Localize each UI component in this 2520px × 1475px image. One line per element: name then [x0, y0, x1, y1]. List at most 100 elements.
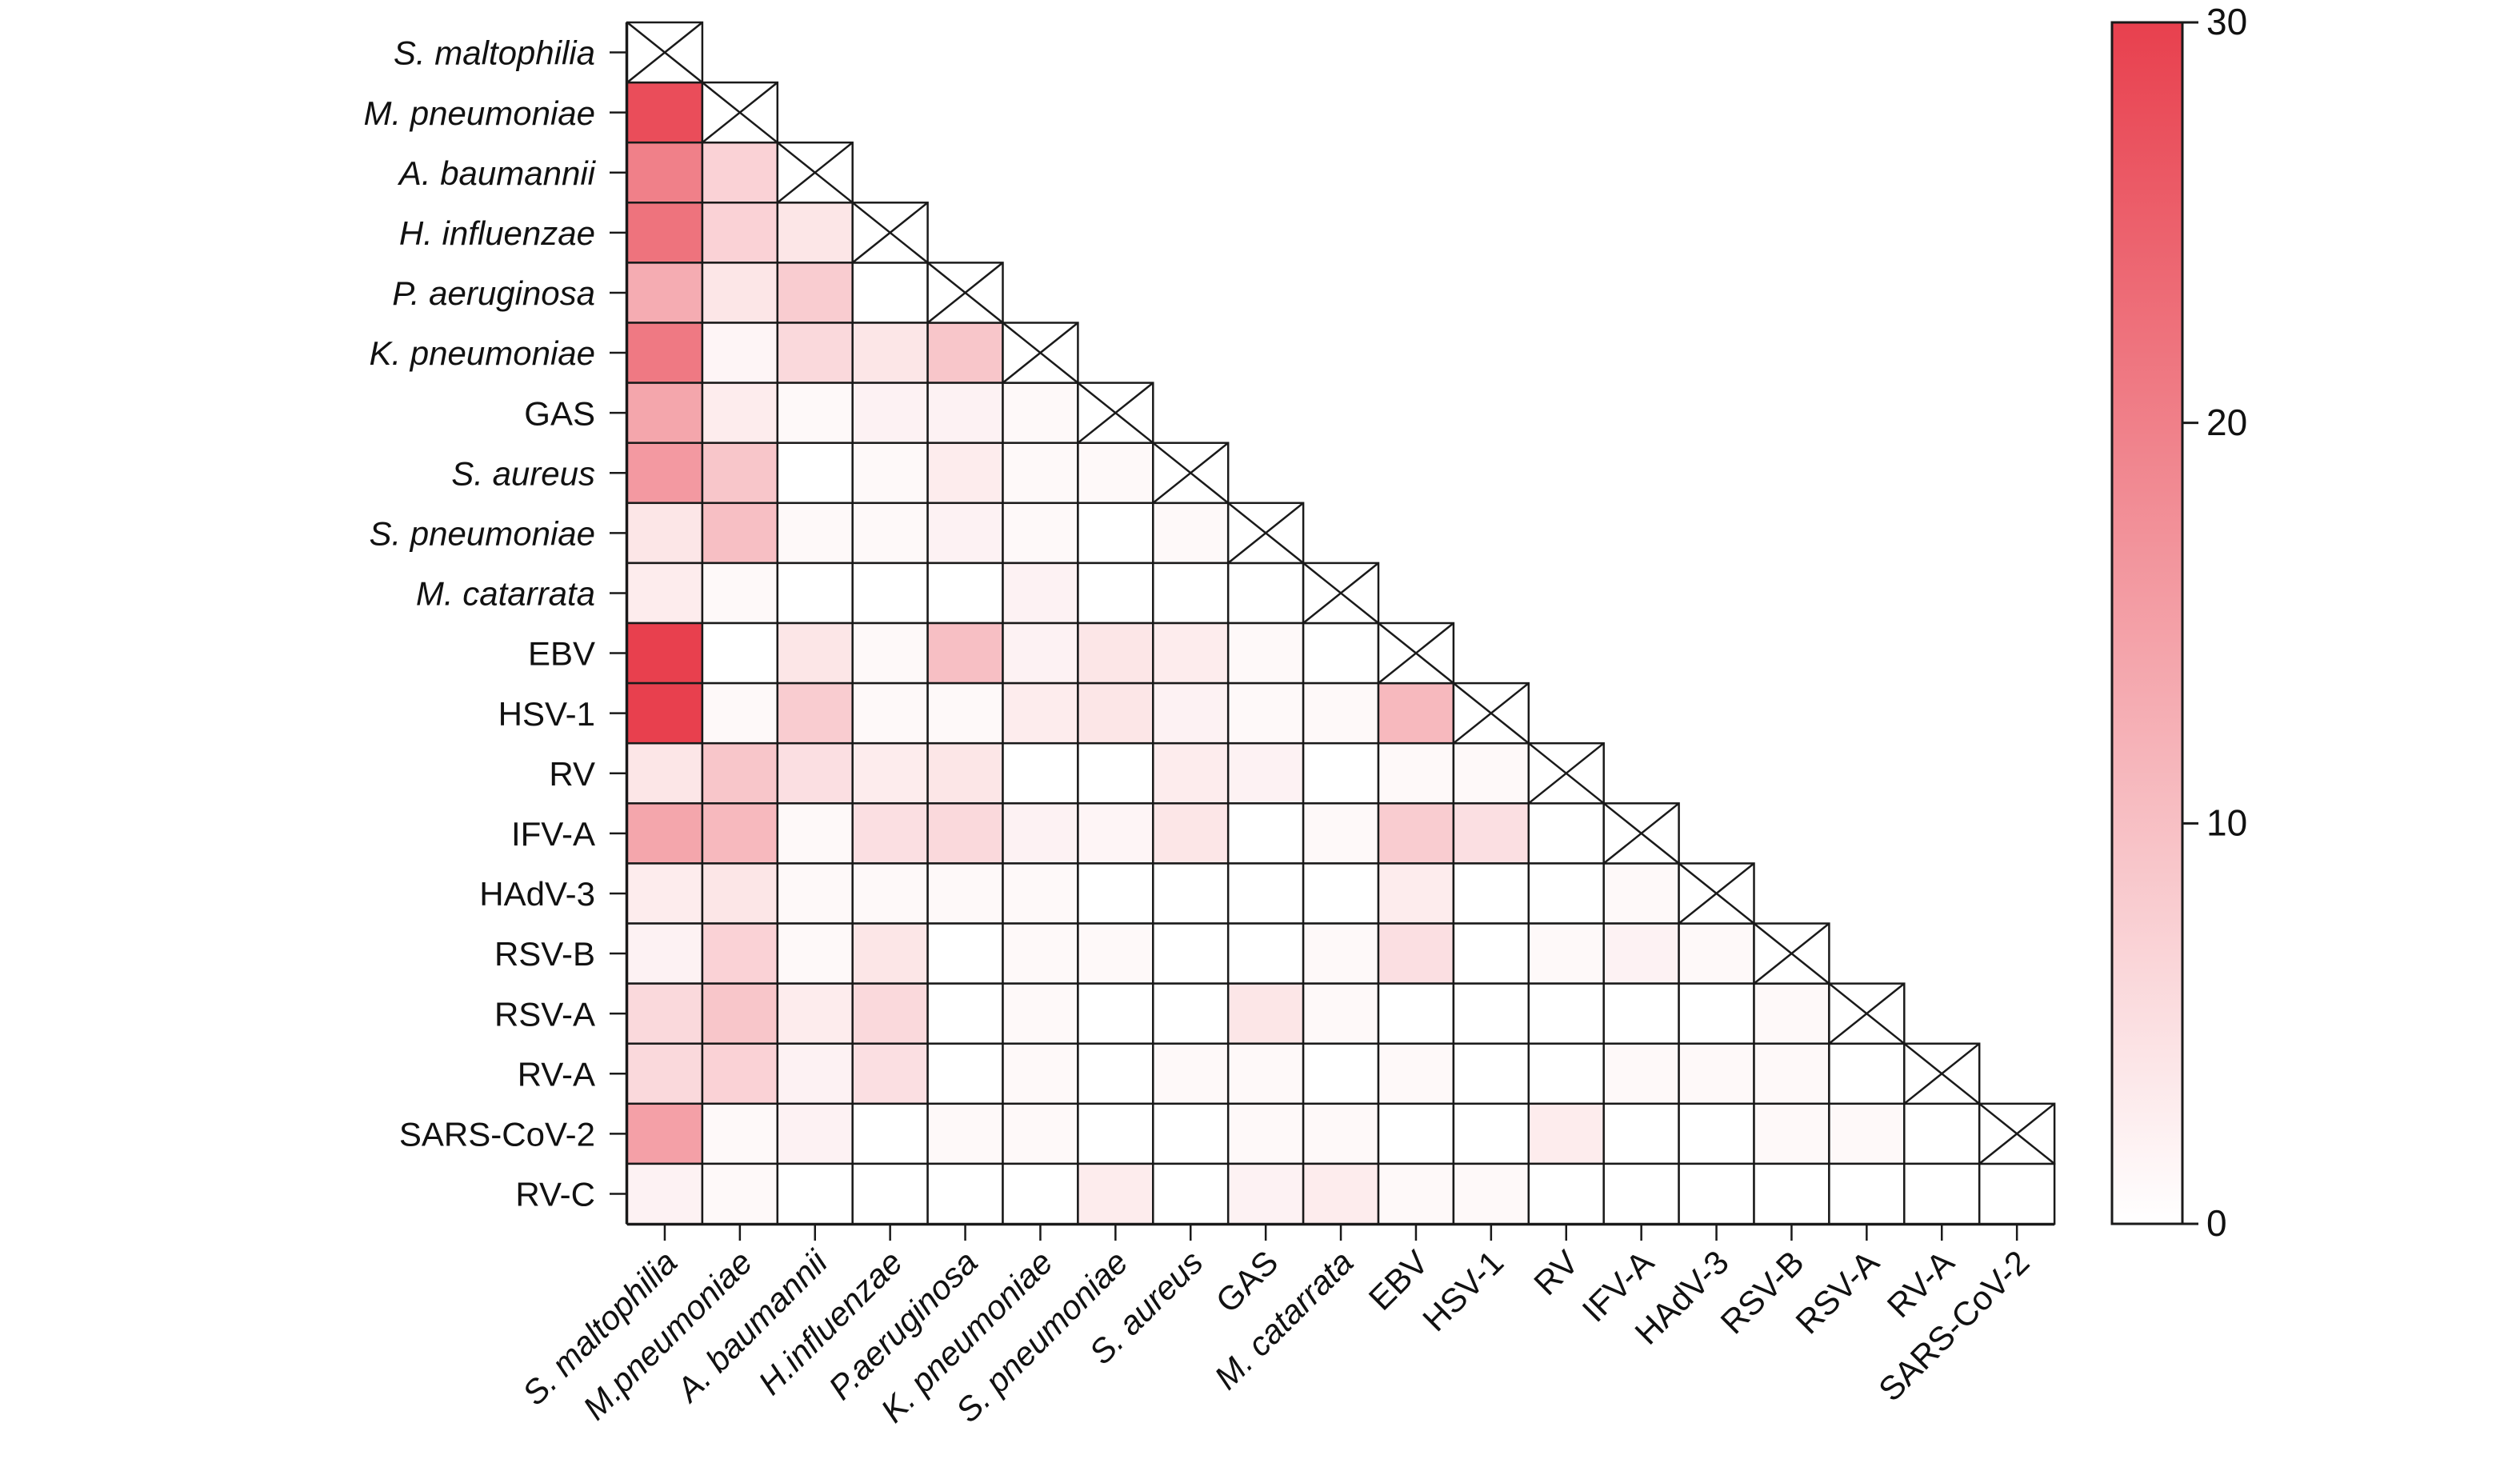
- cell-rsv-a-x-hsv-1: [1452, 982, 1530, 1045]
- cell-sars-cov-2-x-hadv-3: [1678, 1102, 1755, 1165]
- cell-rv-c-x-s-pneumoniae: [1077, 1162, 1154, 1225]
- diagonal-marker-gas: [1226, 502, 1305, 565]
- cell-rv-c-x-rsv-b: [1753, 1162, 1830, 1225]
- cell-rv-c-x-a-baumannii: [776, 1162, 854, 1225]
- cell-rv-a-x-m-catarrata: [1302, 1042, 1380, 1105]
- cell-m-catarrata-x-k-pneumoniae: [1002, 562, 1079, 625]
- cell-sars-cov-2-x-s-maltophilia: [626, 1102, 704, 1165]
- cell-sars-cov-2-x-m-catarrata: [1302, 1102, 1380, 1165]
- cell-sars-cov-2-x-ifv-a: [1602, 1102, 1680, 1165]
- cell-s-pneumoniae-x-s-aureus: [1152, 502, 1230, 565]
- cell-ifv-a-x-s-pneumoniae: [1077, 802, 1154, 865]
- cell-ifv-a-x-m-pneumoniae: [701, 802, 779, 865]
- cell-h-influenzae-x-a-baumannii: [776, 202, 854, 264]
- diagonal-marker-hsv-1: [1452, 682, 1530, 745]
- cell-rv-c-x-m-pneumoniae: [701, 1162, 779, 1225]
- cell-hadv-3-x-ebv: [1377, 862, 1455, 925]
- row-label: GAS: [524, 394, 595, 432]
- cell-rsv-a-x-h-influenzae: [851, 982, 929, 1045]
- cell-rsv-b-x-rv: [1527, 922, 1605, 985]
- cell-hadv-3-x-h-influenzae: [851, 862, 929, 925]
- row-label: SARS-CoV-2: [399, 1115, 595, 1153]
- cell-p-aeruginosa-x-h-influenzae: [851, 262, 929, 324]
- cell-ebv-x-a-baumannii: [776, 622, 854, 685]
- cell-hadv-3-x-rv: [1527, 862, 1605, 925]
- cell-rsv-b-x-s-maltophilia: [626, 922, 704, 985]
- cell-gas-x-m-pneumoniae: [701, 382, 779, 444]
- cell-rv-a-x-s-aureus: [1152, 1042, 1230, 1105]
- cell-s-aureus-x-a-baumannii: [776, 442, 854, 505]
- cell-s-aureus-x-s-maltophilia: [626, 442, 704, 505]
- cell-hsv-1-x-s-pneumoniae: [1077, 682, 1154, 745]
- cell-rv-a-x-h-influenzae: [851, 1042, 929, 1105]
- diagonal-marker-s-maltophilia: [626, 21, 704, 84]
- cell-k-pneumoniae-x-m-pneumoniae: [701, 322, 779, 384]
- cell-hsv-1-x-a-baumannii: [776, 682, 854, 745]
- cell-rv-c-x-hsv-1: [1452, 1162, 1530, 1225]
- cell-rv-c-x-rv: [1527, 1162, 1605, 1225]
- cell-sars-cov-2-x-rv: [1527, 1102, 1605, 1165]
- cell-ifv-a-x-m-catarrata: [1302, 802, 1380, 865]
- colorbar: 0 10 20 30: [2110, 1, 2247, 1244]
- cell-rsv-a-x-ifv-a: [1602, 982, 1680, 1045]
- row-label: RV-C: [515, 1176, 595, 1213]
- cell-gas-x-a-baumannii: [776, 382, 854, 444]
- cell-hsv-1-x-k-pneumoniae: [1002, 682, 1079, 745]
- cell-rsv-b-x-s-pneumoniae: [1077, 922, 1154, 985]
- diagonal-marker-ebv: [1377, 622, 1455, 685]
- cell-m-catarrata-x-gas: [1226, 562, 1305, 625]
- cell-sars-cov-2-x-h-influenzae: [851, 1102, 929, 1165]
- cell-hadv-3-x-s-maltophilia: [626, 862, 704, 925]
- colorbar-tick-label: 30: [2206, 1, 2247, 42]
- cell-rv-a-x-rsv-a: [1828, 1042, 1906, 1105]
- cell-rsv-a-x-rv: [1527, 982, 1605, 1045]
- cell-sars-cov-2-x-ebv: [1377, 1102, 1455, 1165]
- cell-h-influenzae-x-m-pneumoniae: [701, 202, 779, 264]
- cell-gas-x-s-maltophilia: [626, 382, 704, 444]
- row-label: S. maltophilia: [394, 34, 595, 72]
- diagonal-marker-m-catarrata: [1302, 562, 1380, 625]
- cell-sars-cov-2-x-rv-a: [1903, 1102, 1981, 1165]
- colorbar-gradient: [2110, 21, 2184, 1225]
- cell-sars-cov-2-x-s-aureus: [1152, 1102, 1230, 1165]
- cell-rv-x-s-pneumoniae: [1077, 741, 1154, 805]
- diagonal-marker-hadv-3: [1678, 862, 1755, 925]
- cell-m-catarrata-x-h-influenzae: [851, 562, 929, 625]
- cell-ebv-x-s-maltophilia: [626, 622, 704, 685]
- cell-hsv-1-x-h-influenzae: [851, 682, 929, 745]
- diagonal-marker-k-pneumoniae: [1002, 322, 1079, 384]
- cell-rv-a-x-rv: [1527, 1042, 1605, 1105]
- diagonal-marker-ifv-a: [1602, 802, 1680, 865]
- cell-m-catarrata-x-p-aeruginosa: [926, 562, 1004, 625]
- row-label: HAdV-3: [479, 875, 595, 913]
- diagonal-marker-rsv-b: [1753, 922, 1830, 985]
- cell-s-pneumoniae-x-h-influenzae: [851, 502, 929, 565]
- cell-ebv-x-k-pneumoniae: [1002, 622, 1079, 685]
- cell-hsv-1-x-s-aureus: [1152, 682, 1230, 745]
- cell-s-aureus-x-h-influenzae: [851, 442, 929, 505]
- cell-s-pneumoniae-x-k-pneumoniae: [1002, 502, 1079, 565]
- cell-ifv-a-x-h-influenzae: [851, 802, 929, 865]
- cell-rv-c-x-rv-a: [1903, 1162, 1981, 1225]
- cell-ifv-a-x-s-maltophilia: [626, 802, 704, 865]
- cell-m-catarrata-x-s-maltophilia: [626, 562, 704, 625]
- cell-rv-c-x-s-maltophilia: [626, 1162, 704, 1225]
- cell-ebv-x-gas: [1226, 622, 1305, 685]
- cell-hadv-3-x-p-aeruginosa: [926, 862, 1004, 925]
- cell-rsv-a-x-rsv-b: [1753, 982, 1830, 1045]
- cell-rsv-a-x-m-catarrata: [1302, 982, 1380, 1045]
- row-label: S. aureus: [451, 454, 595, 492]
- colorbar-tick-label: 10: [2206, 801, 2247, 843]
- column-label: RSV-B: [1713, 1243, 1810, 1341]
- cell-s-aureus-x-p-aeruginosa: [926, 442, 1004, 505]
- cell-rv-c-x-p-aeruginosa: [926, 1162, 1004, 1225]
- cell-rv-x-k-pneumoniae: [1002, 741, 1079, 805]
- cell-rv-a-x-hadv-3: [1678, 1042, 1755, 1105]
- cell-hsv-1-x-p-aeruginosa: [926, 682, 1004, 745]
- cell-gas-x-k-pneumoniae: [1002, 382, 1079, 444]
- cell-rv-x-m-pneumoniae: [701, 741, 779, 805]
- cell-ebv-x-s-aureus: [1152, 622, 1230, 685]
- cell-rv-a-x-ebv: [1377, 1042, 1455, 1105]
- cell-hsv-1-x-gas: [1226, 682, 1305, 745]
- cell-hadv-3-x-gas: [1226, 862, 1305, 925]
